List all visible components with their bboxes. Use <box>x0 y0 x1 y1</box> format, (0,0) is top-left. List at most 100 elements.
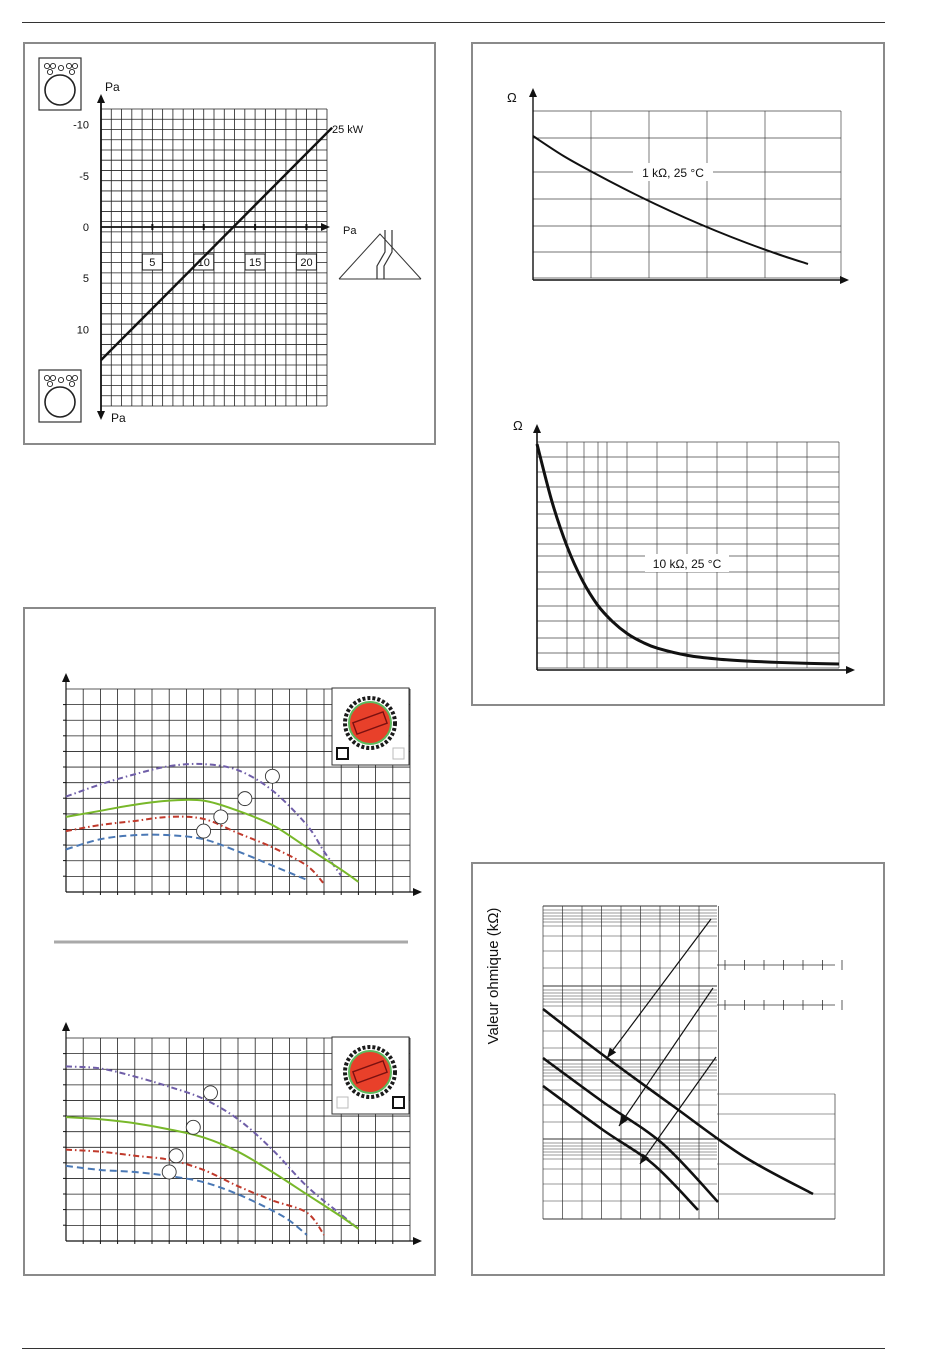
dial-slot <box>352 1059 388 1085</box>
label-1k: 1 kΩ, 25 °C <box>642 166 704 180</box>
ntc-arrow-1 <box>618 987 714 1127</box>
label-10k-bg <box>645 554 729 572</box>
sensor-curves-panel: Ω 1 kΩ, 25 °C Ω 10 kΩ, 25 °C <box>471 42 885 706</box>
boiler-icon <box>38 369 82 423</box>
pump-curve-marker <box>237 791 253 807</box>
boiler-icon-dot <box>46 380 54 388</box>
y-axis-label-top: Pa <box>105 80 120 94</box>
boiler-icon-dot <box>68 380 76 388</box>
pump-curve-marker <box>203 1085 218 1101</box>
pump-curve-marker <box>185 1119 201 1135</box>
y-tick-label: 0 <box>83 222 89 234</box>
x-tick-label: 5 <box>149 257 155 269</box>
boiler-icon-dot <box>71 374 79 382</box>
ntc-arrow-head <box>619 1115 628 1126</box>
x-tick-box <box>295 253 317 271</box>
constant-mode-icon <box>336 747 349 760</box>
pump-series-3 <box>65 1164 308 1236</box>
label-1k-bg <box>633 163 713 181</box>
header-rule <box>22 22 885 23</box>
dial-slot <box>352 710 388 736</box>
boiler-icon-dot <box>49 62 57 70</box>
x-axis-label: Pa <box>343 225 357 237</box>
x-tick-box <box>141 253 163 271</box>
ntc-series-1 <box>542 1056 719 1203</box>
y-axis-arrow-down <box>97 411 105 420</box>
roof-outline <box>338 233 422 280</box>
x-axis-2a-arrow <box>840 276 849 284</box>
x-tick-label: 15 <box>249 257 261 269</box>
pump-speed-dial-icon <box>331 687 410 766</box>
sensor-curves-chart: Ω 1 kΩ, 25 °C Ω 10 kΩ, 25 °C <box>507 88 855 674</box>
y-tick-label: -10 <box>73 120 89 132</box>
dial-knob <box>348 701 392 745</box>
chart1-grid <box>100 108 328 407</box>
ntc-arrow-head <box>640 1153 650 1164</box>
pump-grid-3 <box>65 688 411 893</box>
x-tick-label: 10 <box>198 257 210 269</box>
ntc-series-0 <box>542 1007 814 1196</box>
x-tick-box <box>244 253 266 271</box>
y-axis-label-2b: Ω <box>513 418 523 433</box>
y-tick-label: 10 <box>77 324 89 336</box>
boiler-icon-dot <box>46 68 54 76</box>
y-axis-arrow-up <box>97 94 105 103</box>
chimney-flue <box>376 230 393 279</box>
y-tick-label: -5 <box>79 171 89 183</box>
proportional-mode-icon <box>392 747 405 760</box>
pump-curve-marker <box>213 809 229 825</box>
x-axis-2b-arrow <box>846 666 855 674</box>
series-25kw-label: 25 kW <box>332 124 364 136</box>
chart1-axes <box>97 94 330 420</box>
ntc-resistance-chart: Valeur ohmique (kΩ) <box>485 905 843 1220</box>
pump-curve-marker <box>168 1148 184 1164</box>
x-axis-arrow <box>321 223 330 231</box>
pump-series-0 <box>65 762 343 877</box>
constant-mode-icon <box>336 1096 349 1109</box>
boiler-icon-dot <box>57 64 65 72</box>
y-axis-label-bottom: Pa <box>111 411 126 425</box>
y-axis-2b-arrow <box>533 424 541 433</box>
boiler-icon-dot <box>43 374 51 382</box>
boiler-icon-dot <box>43 62 51 70</box>
footer-rule <box>22 1348 885 1349</box>
boiler-icon-dot <box>57 376 65 384</box>
pump-y-axis-arrow <box>62 673 70 682</box>
series-1k-line <box>532 135 809 265</box>
pump-curve-marker <box>161 1164 177 1180</box>
dial-scale <box>343 1045 397 1099</box>
pump-curves-panel <box>23 607 436 1276</box>
pump-series-1 <box>65 1116 359 1230</box>
boiler-icon-dot <box>71 62 79 70</box>
proportional-mode-icon <box>392 1096 405 1109</box>
dial-knob <box>348 1050 392 1094</box>
chart2a-grid <box>532 110 842 279</box>
pump-series-3 <box>65 833 308 881</box>
y-axis-2a-arrow <box>529 88 537 97</box>
ntc-y-axis-label: Valeur ohmique (kΩ) <box>485 908 502 1045</box>
pump-curves-chart <box>54 673 422 1245</box>
label-10k: 10 kΩ, 25 °C <box>653 557 722 571</box>
ntc-series-2 <box>542 1084 699 1211</box>
y-axis-label-2a: Ω <box>507 90 517 105</box>
dial-scale <box>343 696 397 750</box>
ntc-arrow-0 <box>606 918 712 1059</box>
ntc-arrow-head <box>607 1047 617 1058</box>
chimney-pressure-panel: Pa Pa Pa -10 -5 0 5 10 5 10 15 20 25 kW <box>23 42 436 445</box>
pump-curve-marker <box>196 823 212 839</box>
boiler-icon-dot <box>68 68 76 76</box>
boiler-icon <box>38 57 82 111</box>
chart2b-grid <box>536 441 840 669</box>
series-10k-line <box>535 443 840 666</box>
ntc-arrow-2 <box>639 1056 717 1165</box>
pump-series-2 <box>65 815 325 885</box>
boiler-icon-burner <box>44 74 76 106</box>
pump-x-axis-arrow <box>413 1237 422 1245</box>
y-tick-label: 5 <box>83 273 89 285</box>
x-tick-label: 20 <box>300 257 312 269</box>
boiler-icon-dot <box>65 62 73 70</box>
x-tick-box <box>193 253 215 271</box>
ntc-resistance-panel: Valeur ohmique (kΩ) <box>471 862 885 1276</box>
pump-y-axis-arrow <box>62 1022 70 1031</box>
roof-chimney-icon <box>338 230 422 280</box>
